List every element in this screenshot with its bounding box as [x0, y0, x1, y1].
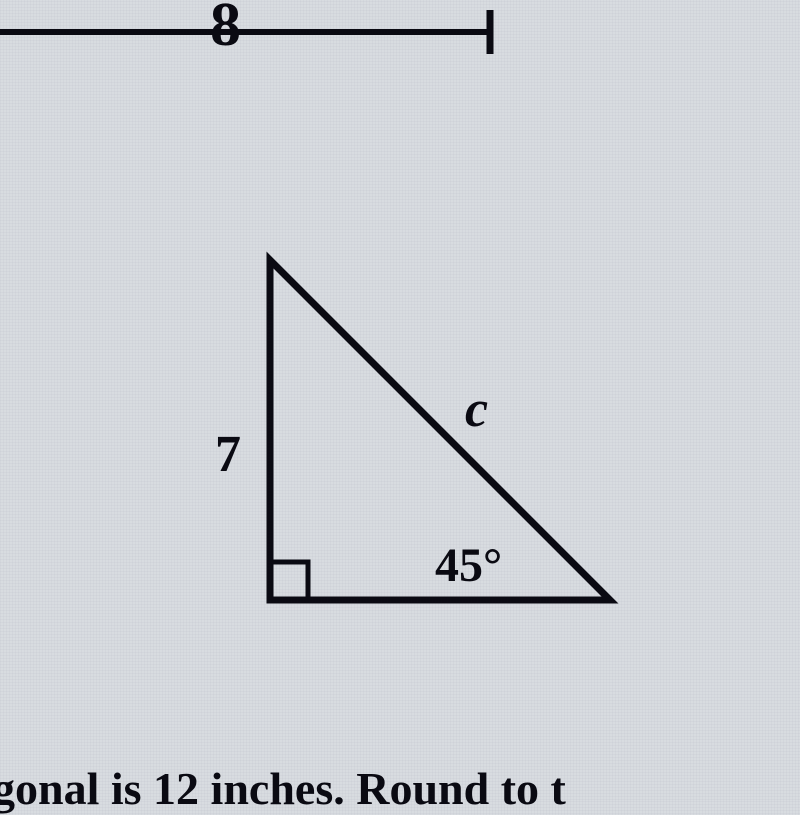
bracket-svg [0, 0, 800, 80]
angle-label: 45° [435, 538, 502, 593]
triangle-diagram: 7 c 45° [210, 250, 630, 670]
top-measure-label: 8 [210, 0, 241, 61]
vertical-side-label: 7 [215, 425, 241, 484]
right-angle-marker [270, 562, 308, 600]
cutoff-text-line: gonal is 12 inches. Round to t [0, 762, 566, 815]
top-measurement-bracket: 8 [0, 0, 800, 80]
triangle-svg [210, 250, 630, 670]
hypotenuse-label: c [465, 380, 488, 439]
